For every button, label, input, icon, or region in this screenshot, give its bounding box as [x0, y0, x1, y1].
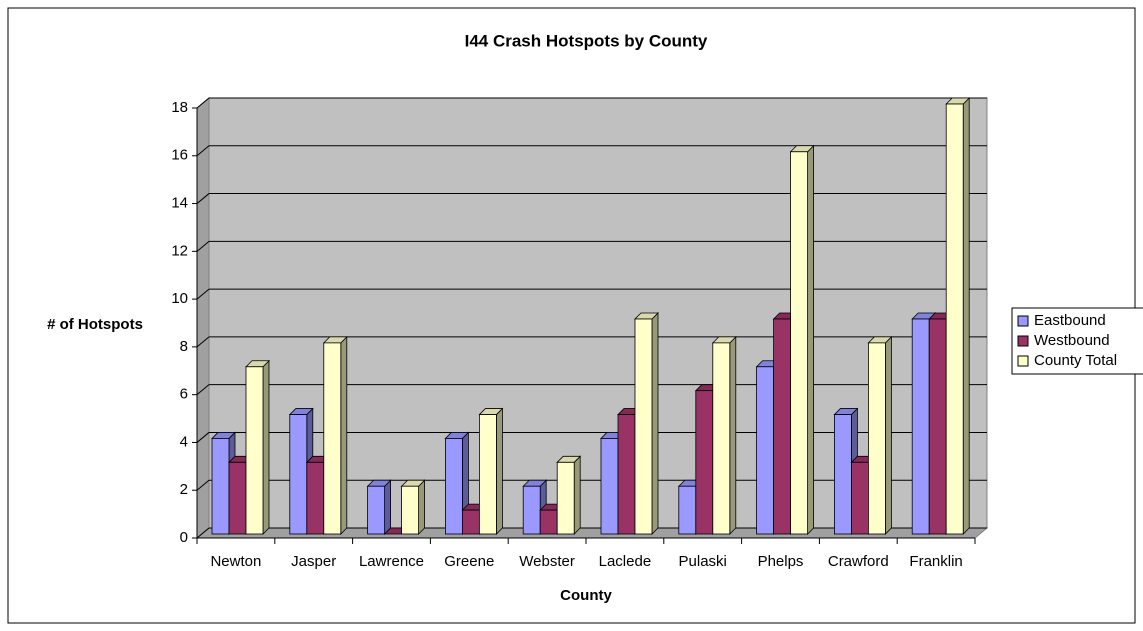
grid-line: [196, 193, 210, 204]
y-tick-label: 6: [180, 386, 188, 403]
bar: [928, 318, 947, 535]
bar: [245, 366, 264, 535]
bar: [478, 414, 497, 535]
bar: [539, 509, 558, 535]
bar: [911, 318, 930, 535]
x-tick-label: Greene: [444, 553, 494, 570]
bar: [444, 438, 463, 535]
bar-side: [340, 335, 348, 535]
x-tick-label: Webster: [519, 553, 575, 570]
grid-line: [196, 145, 210, 157]
y-tick-label: 16: [171, 147, 188, 164]
bar: [323, 342, 342, 535]
bar: [868, 342, 886, 535]
bar: [790, 151, 808, 535]
bar-side: [384, 479, 392, 535]
bar: [289, 414, 308, 535]
grid-line: [196, 288, 210, 300]
legend-swatch: [1017, 335, 1029, 347]
legend-swatch: [1017, 355, 1029, 367]
y-tick-label: 4: [180, 433, 188, 450]
bar: [617, 414, 636, 535]
grid-line: [196, 97, 210, 109]
grid-line: [196, 527, 210, 539]
bar: [773, 318, 791, 535]
bar: [461, 509, 480, 535]
bar: [401, 485, 420, 535]
bar: [306, 461, 325, 535]
legend-swatch: [1017, 315, 1029, 327]
bar: [851, 461, 869, 535]
y-tick-label: 2: [180, 481, 188, 498]
y-tick-label: 14: [171, 195, 188, 212]
y-tick-label: 10: [171, 290, 188, 307]
grid-line: [196, 479, 210, 491]
x-tick-label: Jasper: [291, 553, 336, 570]
bar: [556, 461, 575, 535]
y-axis-label: # of Hotspots: [47, 316, 143, 333]
bar: [600, 438, 619, 535]
x-axis-label: County: [560, 587, 612, 604]
bar-side: [418, 479, 426, 535]
bar: [945, 103, 964, 535]
grid-line: [196, 384, 210, 396]
bar: [834, 414, 852, 535]
bar-side: [885, 335, 892, 535]
y-tick-label: 18: [171, 99, 188, 116]
bar-side: [962, 97, 970, 535]
grid-line: [196, 432, 210, 443]
bar: [367, 485, 386, 535]
bar: [756, 366, 774, 535]
x-tick-label: Laclede: [599, 553, 652, 570]
x-tick-label: Phelps: [758, 553, 804, 570]
grid-line: [196, 240, 210, 252]
y-tick-label: 8: [180, 338, 188, 355]
bar-side: [807, 144, 814, 535]
bar-side: [495, 407, 503, 535]
bar-side: [573, 455, 581, 535]
bar-side: [651, 312, 659, 535]
bar: [695, 390, 714, 535]
bar: [522, 485, 541, 535]
chart-title: I44 Crash Hotspots by County: [465, 31, 708, 50]
x-tick-label: Newton: [210, 553, 261, 570]
bar-side: [729, 335, 737, 535]
bar: [211, 438, 230, 535]
legend-label: County Total: [1034, 352, 1117, 369]
grid-line: [196, 336, 210, 348]
legend-label: Westbound: [1034, 332, 1110, 349]
bar: [634, 318, 653, 535]
x-tick-label: Crawford: [828, 553, 889, 570]
bar: [228, 461, 247, 535]
legend-box: [1011, 307, 1143, 375]
bar: [678, 485, 697, 535]
x-tick-label: Franklin: [909, 553, 962, 570]
x-tick-label: Lawrence: [359, 553, 424, 570]
side-wall: [196, 96, 210, 540]
y-tick-label: 0: [180, 529, 188, 546]
bar: [712, 342, 731, 535]
bar-side: [262, 359, 270, 535]
x-tick-label: Pulaski: [679, 553, 727, 570]
legend-label: Eastbound: [1034, 312, 1106, 329]
y-tick-label: 12: [171, 242, 188, 259]
